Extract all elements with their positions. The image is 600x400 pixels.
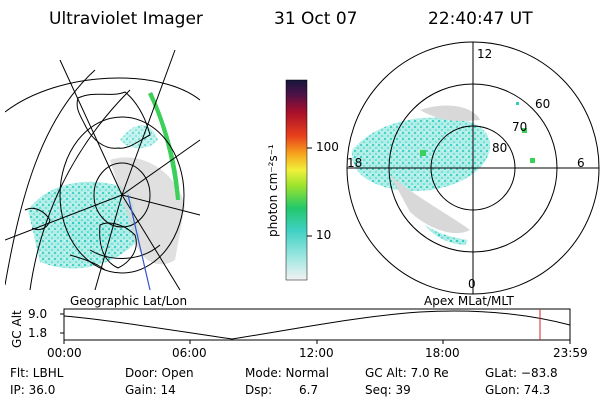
colorbar [285, 79, 308, 281]
timeline-right-label: Apex MLat/MLT [424, 294, 514, 308]
colorbar-tick-100: 100 [316, 140, 339, 154]
timeline-ytick-1-8: 1.8 [28, 326, 48, 340]
coastlines [24, 91, 151, 271]
timeline-left-label: Geographic Lat/Lon [70, 294, 188, 308]
mlt-label-18: 18 [347, 156, 363, 170]
observation-date: 31 Oct 07 [274, 9, 358, 29]
mlt-label-12: 12 [477, 47, 493, 61]
glat-info: GLat: −83.8 [485, 366, 558, 380]
mlt-label-6: 6 [577, 156, 585, 170]
timeline-xtick-0600: 06:00 [172, 346, 207, 360]
door-info: Door: Open [125, 366, 194, 380]
mlt-label-0: 0 [468, 277, 476, 291]
timeline-panel [60, 308, 571, 344]
timeline-xtick-1800: 18:00 [425, 346, 460, 360]
glon-info: GLon: 74.3 [485, 383, 551, 397]
mode-info: Mode: Normal [245, 366, 329, 380]
imager-title: Ultraviolet Imager [49, 9, 203, 29]
ip-info: IP: 36.0 [10, 383, 56, 397]
timeline-axis-title: GC Alt [10, 310, 24, 348]
timeline-ytick-9: 9.0 [28, 307, 48, 321]
geographic-map [5, 49, 201, 291]
lat-label-60: 60 [535, 97, 551, 111]
dsp-label: Dsp: [245, 383, 273, 397]
colorbar-tick-10: 10 [316, 228, 332, 242]
gain-info: Gain: 14 [125, 383, 176, 397]
filter-info: Flt: LBHL [10, 366, 64, 380]
seq-info: Seq: 39 [365, 383, 411, 397]
lat-label-80: 80 [492, 141, 508, 155]
dsp-value: 6.7 [299, 383, 319, 397]
aurora-geographic [28, 92, 185, 269]
gc-alt-info: GC Alt: 7.0 Re [365, 366, 449, 380]
lat-label-70: 70 [512, 120, 528, 134]
observation-time: 22:40:47 UT [428, 9, 533, 29]
timeline-xtick-0000: 00:00 [47, 346, 82, 360]
timeline-xtick-2359: 23:59 [553, 346, 588, 360]
polar-plot [346, 41, 600, 295]
timeline-xtick-1200: 12:00 [299, 346, 334, 360]
aurora-polar [351, 102, 535, 245]
colorbar-units: photon cm⁻²s⁻¹ [266, 144, 280, 237]
